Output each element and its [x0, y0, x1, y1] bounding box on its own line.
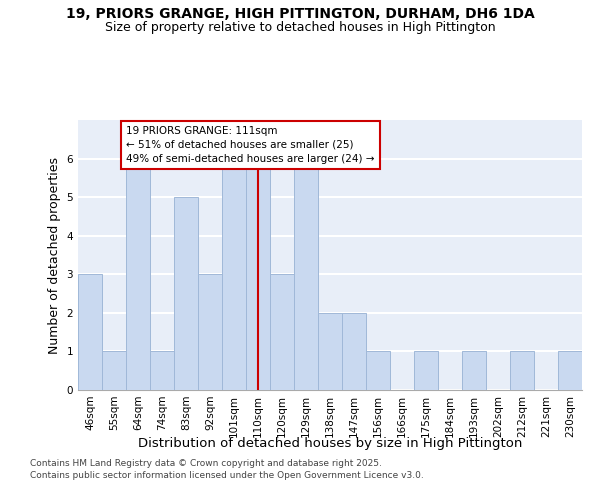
Bar — [414, 352, 438, 390]
Text: Distribution of detached houses by size in High Pittington: Distribution of detached houses by size … — [138, 438, 522, 450]
Bar — [366, 352, 390, 390]
Bar — [174, 197, 198, 390]
Text: Size of property relative to detached houses in High Pittington: Size of property relative to detached ho… — [104, 21, 496, 34]
Bar — [318, 313, 342, 390]
Bar — [246, 158, 270, 390]
Bar — [270, 274, 294, 390]
Bar — [510, 352, 534, 390]
Y-axis label: Number of detached properties: Number of detached properties — [48, 156, 61, 354]
Bar — [78, 274, 102, 390]
Text: 19, PRIORS GRANGE, HIGH PITTINGTON, DURHAM, DH6 1DA: 19, PRIORS GRANGE, HIGH PITTINGTON, DURH… — [65, 8, 535, 22]
Text: Contains HM Land Registry data © Crown copyright and database right 2025.
Contai: Contains HM Land Registry data © Crown c… — [30, 458, 424, 480]
Bar — [294, 158, 318, 390]
Bar — [126, 158, 150, 390]
Bar — [198, 274, 222, 390]
Text: 19 PRIORS GRANGE: 111sqm
← 51% of detached houses are smaller (25)
49% of semi-d: 19 PRIORS GRANGE: 111sqm ← 51% of detach… — [126, 126, 374, 164]
Bar — [462, 352, 486, 390]
Bar — [342, 313, 366, 390]
Bar — [558, 352, 582, 390]
Bar — [150, 352, 174, 390]
Bar — [102, 352, 126, 390]
Bar — [222, 158, 246, 390]
